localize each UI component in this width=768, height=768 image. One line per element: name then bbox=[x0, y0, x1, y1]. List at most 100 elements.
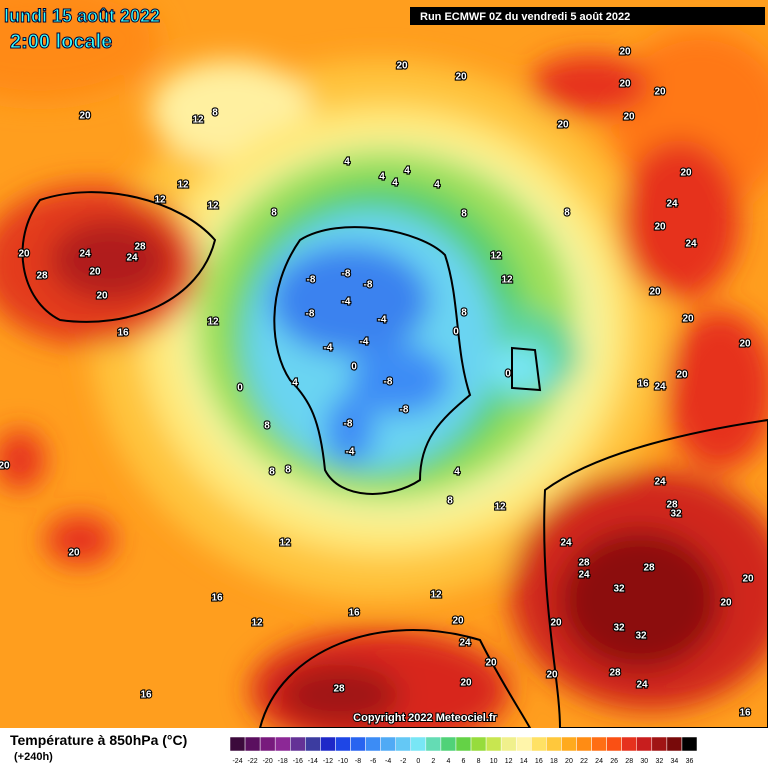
color-swatch bbox=[335, 736, 351, 752]
scale-tick-label: 28 bbox=[625, 758, 633, 765]
contour-label: 20 bbox=[557, 120, 569, 131]
scale-tick-label: -12 bbox=[323, 758, 333, 765]
contour-label: 20 bbox=[649, 287, 661, 298]
contour-label: 12 bbox=[192, 115, 204, 126]
contour-label: 20 bbox=[546, 670, 558, 681]
contour-label: 8 bbox=[564, 208, 570, 219]
color-swatch bbox=[410, 736, 427, 752]
scale-tick-label: 32 bbox=[655, 758, 663, 765]
scale-tick-label: 30 bbox=[640, 758, 648, 765]
contour-label: 24 bbox=[666, 199, 678, 210]
run-banner bbox=[410, 7, 765, 25]
contour-label: 28 bbox=[643, 563, 655, 574]
color-swatch bbox=[651, 736, 668, 752]
scale-tick-label: 8 bbox=[477, 758, 481, 765]
scale-tick-label: -24 bbox=[232, 758, 242, 765]
contour-label: 24 bbox=[560, 538, 572, 549]
contour-label: 24 bbox=[654, 382, 666, 393]
contour-label: 12 bbox=[177, 180, 189, 191]
contour-label: 12 bbox=[501, 275, 513, 286]
scale-tick-label: -8 bbox=[355, 758, 361, 765]
scale-tick-label: -14 bbox=[308, 758, 318, 765]
contour-label: 12 bbox=[207, 201, 219, 212]
contour-label: -4 bbox=[378, 315, 387, 326]
contour-label: 8 bbox=[285, 465, 291, 476]
color-swatch bbox=[229, 736, 246, 752]
color-swatch bbox=[546, 736, 562, 752]
contour-label: 28 bbox=[36, 271, 48, 282]
copyright: Copyright 2022 Meteociel.fr bbox=[353, 712, 497, 724]
contour-label: 20 bbox=[18, 249, 30, 260]
color-swatch bbox=[455, 736, 472, 752]
contour-label: 28 bbox=[666, 500, 678, 511]
contour-label: 8 bbox=[271, 208, 277, 219]
color-swatch bbox=[320, 736, 336, 752]
scale-tick-label: -20 bbox=[263, 758, 273, 765]
contour-label: 20 bbox=[682, 314, 694, 325]
contour-label: -8 bbox=[364, 280, 373, 291]
scale-tick-label: -4 bbox=[385, 758, 391, 765]
contour-label: 4 bbox=[454, 467, 460, 478]
contour-label: 4 bbox=[379, 172, 385, 183]
color-swatch bbox=[606, 736, 622, 752]
contour-label: 32 bbox=[670, 509, 682, 520]
contour-label: 16 bbox=[637, 379, 649, 390]
contour-label: 32 bbox=[613, 623, 625, 634]
contour-label: 20 bbox=[550, 618, 562, 629]
color-swatch bbox=[485, 736, 502, 752]
contour-label: -8 bbox=[400, 405, 409, 416]
color-swatch bbox=[395, 736, 412, 752]
scale-tick-label: 36 bbox=[686, 758, 694, 765]
scale-tick-label: 20 bbox=[565, 758, 573, 765]
contour-label: 28 bbox=[134, 242, 146, 253]
contour-label: 0 bbox=[351, 362, 357, 373]
contour-label: -4 bbox=[360, 337, 369, 348]
scale-tick-label: 26 bbox=[610, 758, 618, 765]
scale-tick-label: 16 bbox=[535, 758, 543, 765]
scale-tick-label: 22 bbox=[580, 758, 588, 765]
scale-tick-label: 14 bbox=[520, 758, 528, 765]
contour-label: 20 bbox=[739, 339, 751, 350]
contour-label: 12 bbox=[490, 251, 502, 262]
scale-tick-label: 6 bbox=[462, 758, 466, 765]
contour-label: -8 bbox=[307, 275, 316, 286]
color-swatch bbox=[365, 736, 381, 752]
color-swatch bbox=[666, 736, 683, 752]
color-swatch bbox=[500, 736, 517, 752]
contour-label: -8 bbox=[384, 377, 393, 388]
contour-label: 20 bbox=[89, 267, 101, 278]
scale-tick-label: 2 bbox=[431, 758, 435, 765]
color-swatch bbox=[591, 736, 607, 752]
contour-label: 0 bbox=[237, 383, 243, 394]
color-swatch bbox=[681, 736, 698, 752]
contour-label: 16 bbox=[211, 593, 223, 604]
contour-label: -8 bbox=[344, 419, 353, 430]
contour-label: 20 bbox=[79, 111, 91, 122]
contour-label: 16 bbox=[140, 690, 152, 701]
contour-label: 8 bbox=[264, 421, 270, 432]
scale-tick-label: -10 bbox=[338, 758, 348, 765]
contour-label: 24 bbox=[79, 249, 91, 260]
temperature-field bbox=[0, 0, 768, 750]
contour-label: -4 bbox=[342, 297, 351, 308]
contour-label: 20 bbox=[742, 574, 754, 585]
contour-label: 20 bbox=[68, 548, 80, 559]
contour-label: 24 bbox=[654, 477, 666, 488]
contour-label: 24 bbox=[578, 570, 590, 581]
contour-label: 20 bbox=[460, 678, 472, 689]
contour-label: 16 bbox=[348, 608, 360, 619]
contour-label: 20 bbox=[654, 222, 666, 233]
contour-label: 12 bbox=[494, 502, 506, 513]
color-swatch bbox=[515, 736, 532, 752]
color-swatch bbox=[470, 736, 487, 752]
scale-tick-label: 4 bbox=[446, 758, 450, 765]
color-swatch bbox=[621, 736, 637, 752]
contour-label: 20 bbox=[396, 61, 408, 72]
contour-label: 4 bbox=[344, 157, 350, 168]
color-swatch bbox=[305, 736, 321, 752]
color-swatch bbox=[290, 736, 306, 752]
contour-label: 20 bbox=[680, 168, 692, 179]
